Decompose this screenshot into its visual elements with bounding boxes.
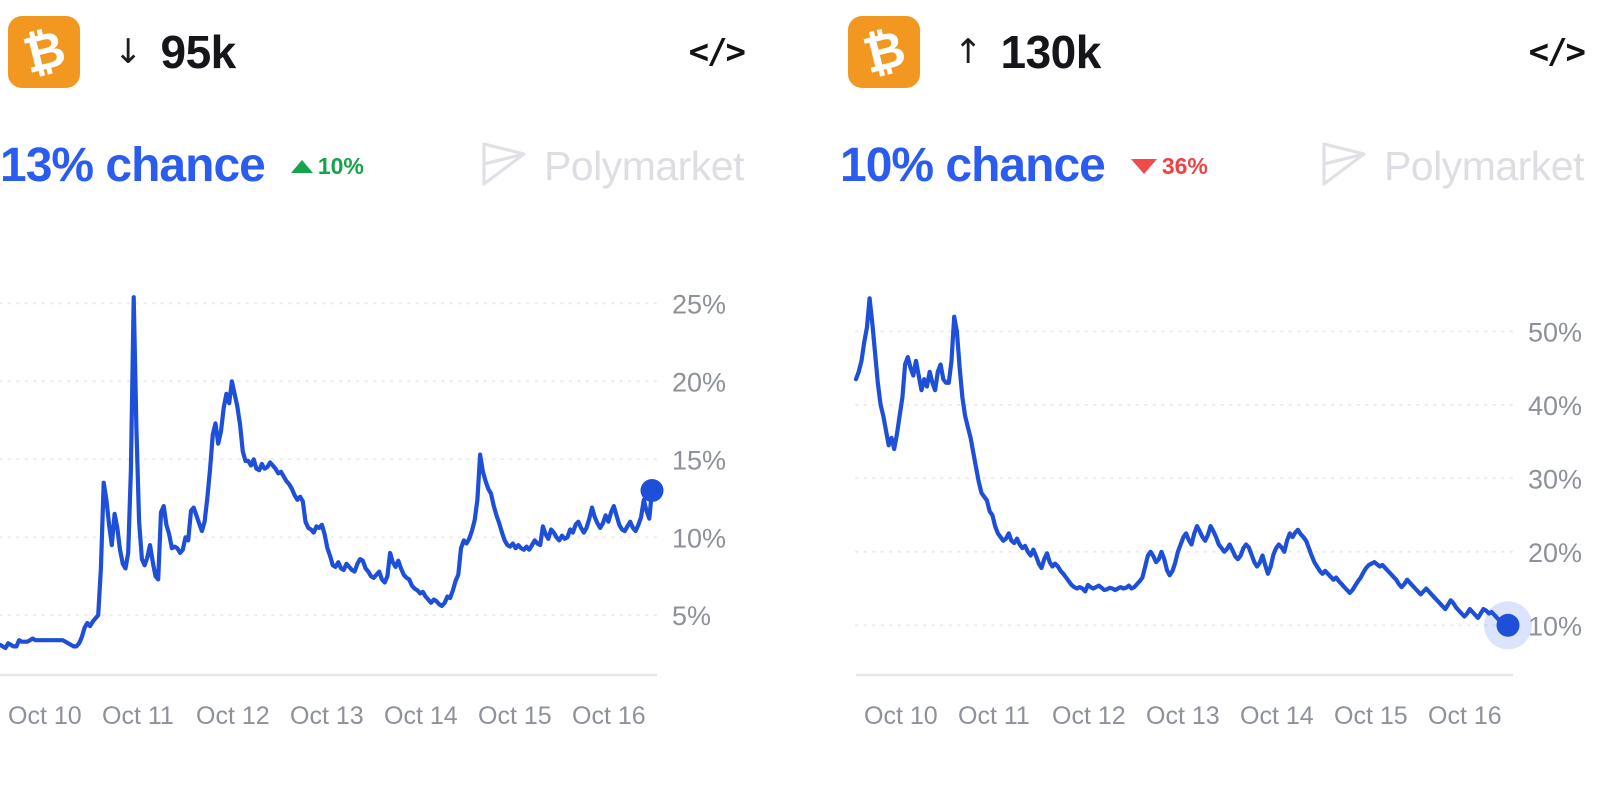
y-tick-label: 50%: [1528, 317, 1582, 347]
y-tick-label: 10%: [672, 523, 726, 553]
probability-line: [0, 295, 655, 651]
x-tick-label: Oct 15: [478, 701, 552, 730]
chance-row: 10% chance 36% Polymarket: [840, 136, 1585, 196]
chance-row: 13% chance 10% Polymarket: [0, 136, 745, 196]
delta-value: 10%: [317, 152, 364, 179]
strike-price: 95k: [160, 26, 237, 78]
strike-price: 130k: [1000, 26, 1102, 78]
x-tick-label: Oct 12: [1052, 701, 1126, 730]
y-tick-label: 40%: [1528, 391, 1582, 421]
y-tick-label: 5%: [672, 601, 711, 631]
bitcoin-icon: ₿: [848, 16, 920, 88]
x-tick-label: Oct 10: [8, 701, 82, 730]
polymarket-brand: Polymarket: [1320, 141, 1585, 192]
polymarket-logo-icon: [480, 141, 528, 192]
x-tick-label: Oct 16: [1428, 701, 1502, 730]
chance-value: 13% chance: [0, 139, 266, 192]
probability-chart-left[interactable]: 5% 10% 15% 20% 25%: [0, 262, 760, 692]
y-tick-label: 30%: [1528, 464, 1582, 494]
x-tick-label: Oct 14: [384, 701, 458, 730]
market-card-btc-down-95k[interactable]: ₿ ↓ 95k </> 13% chance 10% Polymarket: [0, 0, 760, 804]
y-tick-label: 25%: [672, 289, 726, 319]
x-tick-label: Oct 11: [102, 701, 174, 730]
triangle-down-icon: [1130, 158, 1157, 174]
x-axis-labels: Oct 10 Oct 11 Oct 12 Oct 13 Oct 14 Oct 15 Oct …: [856, 694, 1556, 738]
probability-chart-right[interactable]: 10% 20% 30% 40% 50%: [840, 262, 1600, 692]
card-divider-gap: [760, 0, 840, 804]
embed-code-icon[interactable]: </>: [1528, 32, 1586, 72]
x-tick-label: Oct 15: [1334, 701, 1408, 730]
x-tick-label: Oct 13: [1146, 701, 1220, 730]
card-header: ₿ ↓ 95k </>: [8, 16, 746, 88]
arrow-up-icon: ↑: [954, 32, 983, 72]
market-card-btc-up-130k[interactable]: ₿ ↑ 130k </> 10% chance 36% Polymarket: [840, 0, 1600, 804]
card-header: ₿ ↑ 130k </>: [848, 16, 1586, 88]
x-tick-label: Oct 10: [864, 701, 938, 730]
delta-value: 36%: [1161, 152, 1208, 179]
triangle-up-icon: [290, 159, 313, 173]
x-tick-label: Oct 14: [1240, 701, 1314, 730]
chart-canvas: 10% 20% 30% 40% 50%: [853, 296, 1582, 677]
polymarket-wordmark: Polymarket: [543, 142, 745, 189]
probability-line: [853, 296, 1511, 628]
bitcoin-glyph: ₿: [857, 18, 911, 86]
y-tick-label: 20%: [672, 367, 726, 397]
polymarket-logo-icon: [1320, 141, 1368, 192]
chart-canvas: 5% 10% 15% 20% 25%: [0, 289, 726, 677]
polymarket-wordmark: Polymarket: [1383, 142, 1585, 189]
x-tick-label: Oct 12: [196, 701, 270, 730]
arrow-down-icon: ↓: [114, 32, 143, 72]
polymarket-brand: Polymarket: [480, 141, 745, 192]
x-tick-label: Oct 11: [958, 701, 1030, 730]
delta-change: 36%: [1130, 152, 1208, 179]
chance-value: 10% chance: [840, 139, 1106, 192]
delta-change: 10%: [290, 152, 364, 179]
endpoint-dot: [640, 478, 664, 502]
y-tick-label: 10%: [1528, 611, 1582, 641]
y-tick-label: 20%: [1528, 538, 1582, 568]
embed-code-icon[interactable]: </>: [688, 32, 746, 72]
x-tick-label: Oct 13: [290, 701, 364, 730]
endpoint-dot: [1496, 613, 1520, 637]
x-axis-labels: Oct 10 Oct 11 Oct 12 Oct 13 Oct 14 Oct 15 Oct …: [0, 694, 700, 738]
y-tick-label: 15%: [672, 445, 726, 475]
x-tick-label: Oct 16: [572, 701, 646, 730]
bitcoin-icon: ₿: [8, 16, 80, 88]
bitcoin-glyph: ₿: [17, 18, 71, 86]
